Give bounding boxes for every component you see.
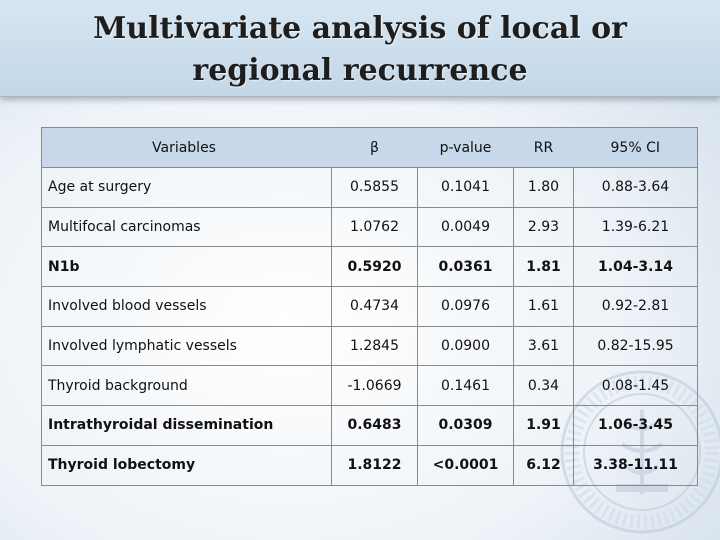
cell-rr: 0.34 (513, 365, 574, 407)
cell-ci: 0.82-15.95 (573, 325, 698, 367)
table-row: Thyroid lobectomy 1.8122 <0.0001 6.12 3.38-1… (41, 444, 698, 486)
table-row: Involved blood vessels 0.4734 0.0976 1.61 0.… (41, 286, 698, 327)
cell-ci: 0.88-3.64 (573, 167, 698, 208)
table-row: N1b 0.5920 0.0361 1.81 1.04-3.14 (41, 246, 698, 288)
cell-variable: Involved lymphatic vessels (41, 325, 332, 367)
cell-ci: 1.39-6.21 (573, 206, 698, 248)
cell-beta: 1.0762 (331, 206, 418, 248)
cell-p-value: 0.0976 (417, 286, 514, 327)
cell-rr: 1.80 (513, 167, 574, 208)
cell-ci: 1.04-3.14 (573, 246, 698, 288)
header-beta: β (331, 127, 418, 168)
cell-p-value: 0.0900 (417, 325, 514, 367)
cell-p-value: 0.0049 (417, 206, 514, 248)
header-variables: Variables (41, 127, 332, 168)
slide-title: Multivariate analysis of local or region… (93, 11, 627, 88)
cell-rr: 1.81 (513, 246, 574, 288)
cell-rr: 1.91 (513, 405, 574, 446)
cell-rr: 3.61 (513, 325, 574, 367)
table-row: Intrathyroidal dissemination 0.6483 0.0309… (41, 405, 698, 446)
cell-ci: 1.06-3.45 (573, 405, 698, 446)
cell-beta: 0.4734 (331, 286, 418, 327)
cell-p-value: 0.0309 (417, 405, 514, 446)
cell-rr: 1.61 (513, 286, 574, 327)
cell-beta: -1.0669 (331, 365, 418, 407)
cell-beta: 0.5920 (331, 246, 418, 288)
cell-ci: 3.38-11.11 (573, 444, 698, 486)
table-row: Thyroid background -1.0669 0.1461 0.34 0.08-… (41, 365, 698, 407)
cell-variable: N1b (41, 246, 332, 288)
cell-variable: Thyroid lobectomy (41, 444, 332, 486)
table-row: Age at surgery 0.5855 0.1041 1.80 0.88-3.64 (41, 167, 698, 208)
cell-p-value: 0.0361 (417, 246, 514, 288)
cell-variable: Multifocal carcinomas (41, 206, 332, 248)
table-header-row: Variables β p-value RR 95% CI (41, 127, 698, 168)
cell-rr: 2.93 (513, 206, 574, 248)
cell-beta: 1.2845 (331, 325, 418, 367)
cell-p-value: <0.0001 (417, 444, 514, 486)
cell-p-value: 0.1461 (417, 365, 514, 407)
cell-variable: Age at surgery (41, 167, 332, 208)
table-row: Involved lymphatic vessels 1.2845 0.0900 3.… (41, 325, 698, 367)
cell-rr: 6.12 (513, 444, 574, 486)
cell-ci: 0.08-1.45 (573, 365, 698, 407)
cell-beta: 1.8122 (331, 444, 418, 486)
header-p-value: p-value (417, 127, 514, 168)
header-rr: RR (513, 127, 574, 168)
cell-variable: Intrathyroidal dissemination (41, 405, 332, 446)
cell-variable: Thyroid background (41, 365, 332, 407)
results-table: Variables β p-value RR 95% CI Age at sur… (41, 127, 698, 486)
cell-ci: 0.92-2.81 (573, 286, 698, 327)
cell-beta: 0.6483 (331, 405, 418, 446)
header-ci: 95% CI (573, 127, 698, 168)
table-row: Multifocal carcinomas 1.0762 0.0049 2.93 1.3… (41, 206, 698, 248)
cell-beta: 0.5855 (331, 167, 418, 208)
cell-p-value: 0.1041 (417, 167, 514, 208)
cell-variable: Involved blood vessels (41, 286, 332, 327)
title-band: Multivariate analysis of local or region… (0, 0, 720, 97)
